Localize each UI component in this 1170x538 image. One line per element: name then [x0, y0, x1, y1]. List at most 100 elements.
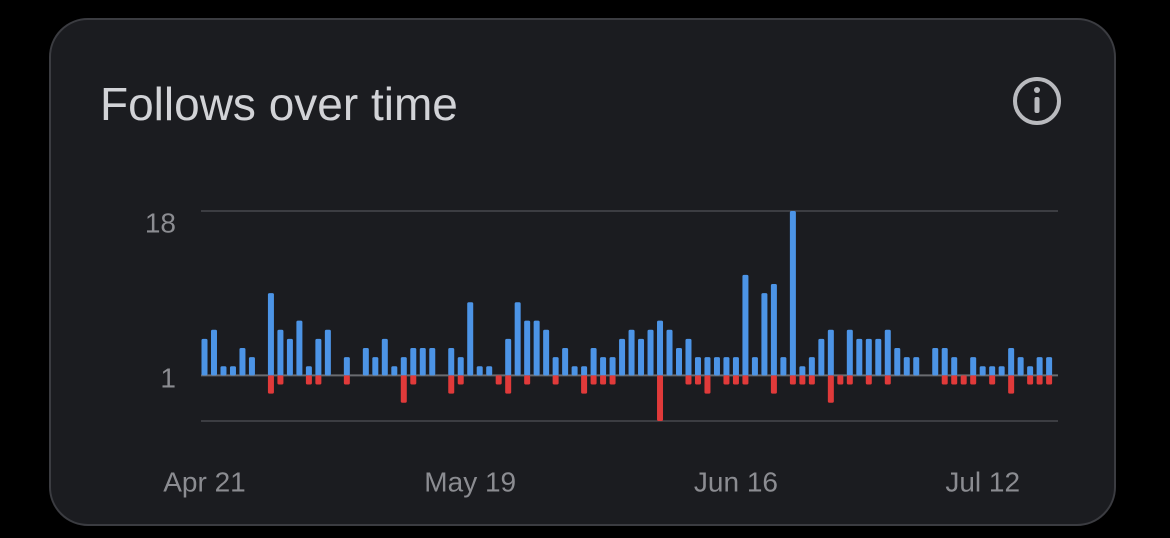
- bar: [267, 293, 274, 376]
- bar: [742, 274, 749, 376]
- bar: [600, 375, 607, 385]
- bar: [704, 357, 711, 376]
- bar: [277, 329, 284, 376]
- x-tick-label: Jul 12: [945, 466, 1020, 497]
- bar: [789, 375, 796, 385]
- bar: [448, 347, 455, 376]
- bar: [875, 338, 882, 376]
- bar: [970, 375, 977, 385]
- bar: [505, 375, 512, 394]
- bar: [1046, 375, 1053, 385]
- bar: [543, 329, 550, 376]
- bar: [1027, 375, 1034, 385]
- bar: [362, 347, 369, 376]
- bar: [201, 338, 208, 376]
- bar: [562, 347, 569, 376]
- card: [49, 18, 1116, 526]
- bar: [229, 366, 236, 376]
- bar: [210, 329, 217, 376]
- bar: [267, 375, 274, 394]
- bar: [239, 347, 246, 376]
- bar: [296, 320, 303, 376]
- bar: [590, 347, 597, 376]
- bar: [846, 329, 853, 376]
- bar: [305, 375, 312, 385]
- bar: [808, 357, 815, 376]
- bar: [723, 375, 730, 385]
- info-circle[interactable]: [1013, 77, 1061, 125]
- bar: [343, 357, 350, 376]
- bar: [1027, 366, 1034, 376]
- bar: [400, 375, 407, 403]
- bar: [220, 366, 227, 376]
- bar: [277, 375, 284, 385]
- info-stem[interactable]: [1034, 97, 1040, 113]
- bar: [960, 375, 967, 385]
- bar: [372, 357, 379, 376]
- bar: [533, 320, 540, 376]
- bar: [1008, 375, 1015, 394]
- bar: [391, 366, 398, 376]
- bar: [1008, 347, 1015, 376]
- bar: [571, 366, 578, 376]
- info-icon[interactable]: [1013, 77, 1061, 125]
- bar: [941, 375, 948, 385]
- bar: [638, 338, 645, 376]
- bar: [581, 366, 588, 376]
- bar: [970, 357, 977, 376]
- bar: [685, 338, 692, 376]
- bar: [552, 357, 559, 376]
- bar: [685, 375, 692, 385]
- bar: [979, 366, 986, 376]
- bar: [951, 357, 958, 376]
- bar: [619, 338, 626, 376]
- bar: [770, 375, 777, 394]
- y-tick-label: 18: [145, 207, 176, 238]
- bar: [884, 329, 891, 376]
- bar: [913, 357, 920, 376]
- bar: [581, 375, 588, 394]
- bar: [343, 375, 350, 385]
- bar: [732, 357, 739, 376]
- bar: [647, 329, 654, 376]
- x-tick-label: May 19: [424, 466, 516, 497]
- bar: [486, 366, 493, 376]
- bar: [694, 375, 701, 385]
- bar: [448, 375, 455, 394]
- bar: [932, 347, 939, 376]
- bar: [713, 357, 720, 376]
- bar: [248, 357, 255, 376]
- bar: [837, 375, 844, 385]
- bar: [315, 375, 322, 385]
- bar: [410, 375, 417, 385]
- chart-title: Follows over time: [100, 78, 458, 130]
- bar: [467, 302, 474, 376]
- bar: [903, 357, 910, 376]
- x-tick-label: Apr 21: [163, 466, 246, 497]
- bar: [818, 338, 825, 376]
- bar: [732, 375, 739, 385]
- bar: [799, 366, 806, 376]
- info-dot[interactable]: [1034, 87, 1040, 93]
- bar: [676, 347, 682, 376]
- bar: [723, 357, 730, 376]
- bar: [799, 375, 806, 385]
- bar: [476, 366, 483, 376]
- bar: [410, 347, 417, 376]
- bar: [666, 329, 673, 376]
- bar: [704, 375, 711, 394]
- bar: [381, 338, 388, 376]
- bar: [457, 375, 464, 385]
- bar: [600, 357, 607, 376]
- bar: [808, 375, 815, 385]
- bar: [514, 302, 521, 376]
- bar: [429, 347, 436, 376]
- bar: [865, 375, 872, 385]
- bar: [609, 375, 616, 385]
- bar: [495, 375, 502, 385]
- bar: [657, 320, 664, 376]
- bar: [315, 338, 322, 376]
- bar: [1036, 375, 1043, 385]
- bar: [827, 375, 834, 403]
- bar: [998, 366, 1005, 376]
